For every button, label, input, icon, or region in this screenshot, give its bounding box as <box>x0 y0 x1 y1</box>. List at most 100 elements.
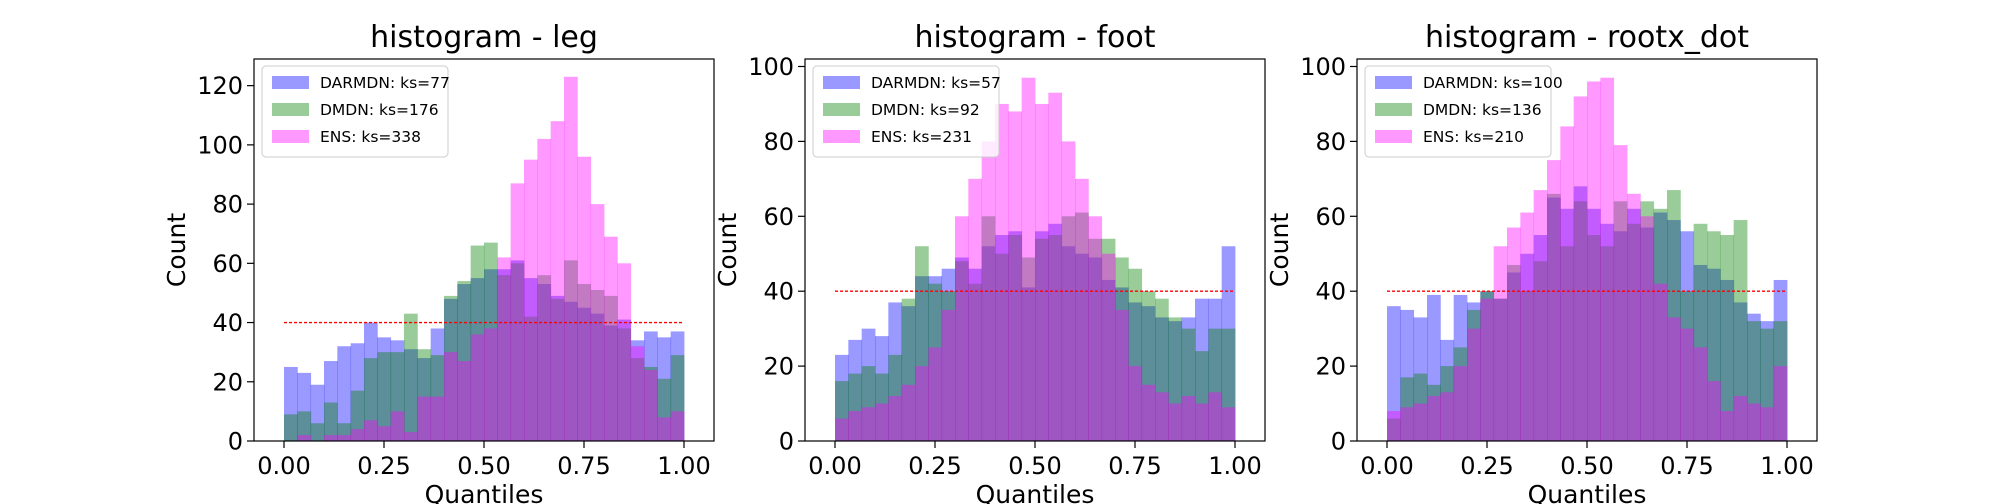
chart-title: histogram - leg <box>370 20 598 55</box>
legend-swatch <box>1375 103 1412 116</box>
histogram-bar <box>1533 261 1548 441</box>
histogram-bar <box>1168 321 1183 441</box>
histogram-bar <box>1075 212 1089 441</box>
histogram-bar <box>1008 231 1023 441</box>
histogram-bar <box>324 435 338 441</box>
histogram-bar <box>1427 396 1441 441</box>
legend: DARMDN: ks=77 DMDN: ks=176 ENS: ks=338 <box>261 65 450 158</box>
histogram-bar <box>537 275 552 441</box>
y-tick-label: 80 <box>1315 128 1346 156</box>
histogram-bar <box>875 336 889 441</box>
histogram-bar <box>1480 291 1495 441</box>
histogram-bar <box>1208 392 1223 441</box>
histogram-bar <box>1387 411 1401 441</box>
histogram-bar <box>324 361 338 441</box>
histogram-bar <box>350 429 365 441</box>
histogram-bar <box>1035 238 1049 441</box>
histogram-bar <box>1021 287 1036 441</box>
histogram-bar <box>404 432 418 441</box>
chart-panel-1: 0.00 0.25 0.50 0.75 1.00 0 20 40 60 80 100 120 histo… <box>162 20 715 504</box>
histogram-bar <box>848 373 863 441</box>
y-tick-label: 40 <box>1315 278 1346 306</box>
legend-label: DMDN: ks=136 <box>1423 101 1542 119</box>
histogram-bar <box>577 307 592 441</box>
histogram-bar <box>510 260 525 441</box>
histogram-bar <box>861 328 876 441</box>
histogram-bar <box>1640 216 1655 441</box>
histogram-bar <box>1733 220 1748 441</box>
histogram-bar <box>1221 407 1236 441</box>
histogram-bar <box>430 396 445 441</box>
histogram-bar <box>444 298 458 441</box>
series-1 <box>284 260 685 441</box>
histogram-bar <box>1048 92 1063 442</box>
y-tick-label: 0 <box>228 428 243 456</box>
y-tick-label: 60 <box>212 250 243 278</box>
histogram-bar <box>1021 77 1036 441</box>
histogram-bar <box>1181 396 1196 441</box>
histogram-bar <box>1195 403 1209 441</box>
histogram-bar <box>1493 298 1508 441</box>
histogram-bar <box>1720 235 1735 441</box>
histogram-bar <box>1088 216 1103 441</box>
histogram-bar <box>1035 231 1049 441</box>
histogram-bar <box>497 275 512 441</box>
y-tick-label: 0 <box>1331 428 1346 456</box>
histogram-bar <box>537 284 552 441</box>
histogram-bar <box>835 354 849 441</box>
histogram-bar <box>995 235 1009 441</box>
histogram-bar <box>337 346 352 441</box>
histogram-bar <box>1061 246 1076 441</box>
legend-swatch <box>823 103 860 116</box>
histogram-bar <box>901 298 916 441</box>
legend: DARMDN: ks=57 DMDN: ks=92 ENS: ks=231 <box>812 65 1001 158</box>
histogram-bar <box>284 414 298 441</box>
histogram-bar <box>657 378 672 441</box>
histogram-bar <box>1520 253 1535 441</box>
histogram-bar <box>928 347 943 441</box>
histogram-bar <box>550 295 565 441</box>
histogram-bar <box>1155 298 1169 441</box>
histogram-bar <box>657 337 672 441</box>
histogram-bar <box>1021 257 1036 441</box>
histogram-bar <box>1640 227 1655 441</box>
histogram-bar <box>1155 392 1169 441</box>
histogram-bar <box>1440 366 1455 441</box>
histogram-bar <box>1008 235 1023 441</box>
histogram-bar <box>1413 403 1428 441</box>
histogram-bar <box>1600 77 1615 441</box>
histogram-bar <box>1587 235 1601 441</box>
histogram-bar <box>1480 298 1495 441</box>
histogram-bar <box>875 373 889 441</box>
histogram-bar <box>604 295 618 441</box>
histogram-bar <box>1507 264 1521 441</box>
histogram-bar <box>470 278 485 441</box>
y-tick-label: 120 <box>197 72 243 100</box>
histogram-bar <box>861 366 876 441</box>
histogram-bar <box>1115 287 1129 441</box>
histogram-bar <box>644 331 658 441</box>
histogram-bar <box>1427 294 1441 441</box>
histogram-bar <box>1560 208 1575 441</box>
y-tick-label: 20 <box>212 368 243 396</box>
histogram-bar <box>564 260 578 441</box>
histogram-bar <box>1008 111 1023 442</box>
histogram-bar <box>297 372 312 441</box>
x-tick-label: 0.00 <box>1360 452 1413 480</box>
histogram-bar <box>1493 298 1508 441</box>
histogram-bar <box>1573 96 1588 441</box>
histogram-bar <box>1413 373 1428 441</box>
histogram-bar <box>1693 264 1708 441</box>
histogram-bar <box>404 349 418 441</box>
histogram-bar <box>377 426 392 441</box>
histogram-bar <box>995 253 1009 441</box>
histogram-bar <box>297 435 312 441</box>
histogram-bar <box>524 159 538 441</box>
histogram-bar <box>1773 279 1788 441</box>
histogram-bar <box>1181 317 1196 441</box>
histogram-bar <box>1115 257 1129 441</box>
histogram-bar <box>941 309 956 441</box>
histogram-bar <box>1560 126 1575 441</box>
histogram-bar <box>1720 279 1735 441</box>
histogram-bar <box>1141 291 1156 441</box>
